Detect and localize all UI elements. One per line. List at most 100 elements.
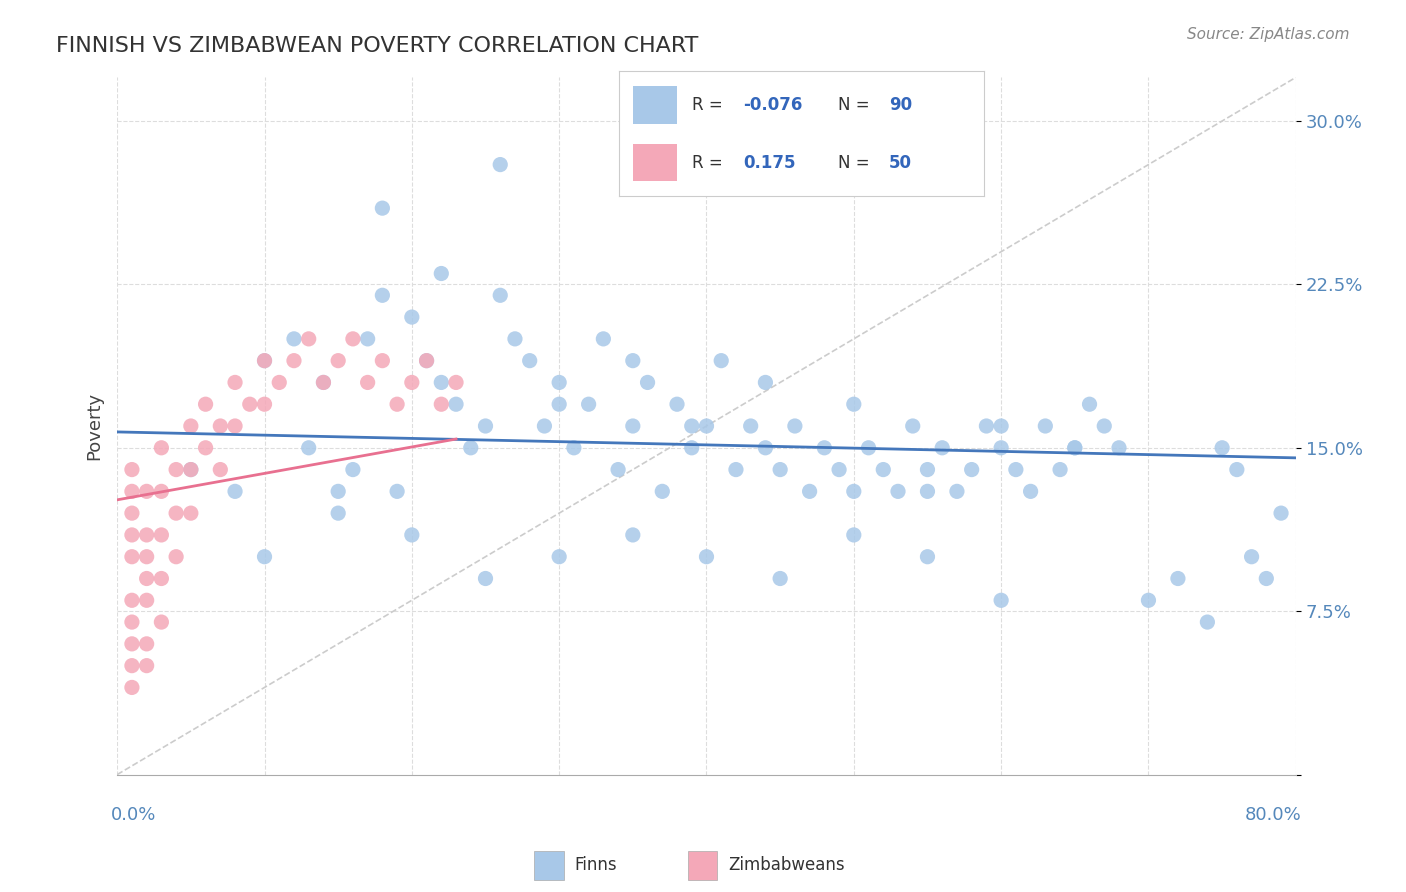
Point — [887, 484, 910, 499]
Point — [430, 376, 453, 390]
Point — [710, 353, 733, 368]
Point — [283, 353, 305, 368]
Text: 0.0%: 0.0% — [111, 806, 156, 824]
Point — [872, 462, 894, 476]
Point — [150, 484, 173, 499]
Point — [328, 484, 350, 499]
Point — [135, 593, 157, 607]
Point — [931, 441, 953, 455]
FancyBboxPatch shape — [633, 87, 678, 124]
Text: N =: N = — [838, 153, 875, 171]
Point — [1167, 572, 1189, 586]
FancyBboxPatch shape — [633, 144, 678, 181]
Point — [474, 419, 496, 434]
Point — [990, 593, 1012, 607]
Point — [917, 549, 939, 564]
Point — [121, 615, 143, 629]
Point — [121, 658, 143, 673]
Point — [342, 332, 364, 346]
Point — [1197, 615, 1219, 629]
Point — [1137, 593, 1160, 607]
Point — [562, 441, 585, 455]
Point — [371, 201, 394, 215]
Text: R =: R = — [692, 153, 728, 171]
Point — [239, 397, 262, 411]
Point — [356, 376, 378, 390]
Point — [1092, 419, 1115, 434]
Point — [121, 528, 143, 542]
Point — [1240, 549, 1263, 564]
Point — [533, 419, 555, 434]
Point — [180, 419, 202, 434]
Point — [180, 462, 202, 476]
Point — [1226, 462, 1249, 476]
Point — [489, 288, 512, 302]
Point — [1033, 419, 1056, 434]
Point — [990, 419, 1012, 434]
Point — [121, 462, 143, 476]
Text: 90: 90 — [889, 96, 912, 114]
Point — [1078, 397, 1101, 411]
Text: Finns: Finns — [575, 856, 617, 874]
Text: -0.076: -0.076 — [742, 96, 803, 114]
Point — [135, 658, 157, 673]
Point — [312, 376, 335, 390]
Point — [253, 353, 276, 368]
Point — [415, 353, 437, 368]
Point — [917, 462, 939, 476]
Point — [1049, 462, 1071, 476]
Point — [769, 462, 792, 476]
Point — [783, 419, 806, 434]
Point — [592, 332, 614, 346]
Point — [813, 441, 835, 455]
Point — [150, 615, 173, 629]
Point — [298, 332, 321, 346]
Point — [209, 419, 232, 434]
Point — [415, 353, 437, 368]
Point — [224, 419, 246, 434]
Text: N =: N = — [838, 96, 875, 114]
Point — [1270, 506, 1292, 520]
Point — [121, 593, 143, 607]
Point — [342, 462, 364, 476]
Point — [637, 376, 659, 390]
Point — [1108, 441, 1130, 455]
Point — [194, 441, 217, 455]
Point — [740, 419, 762, 434]
Point — [754, 376, 776, 390]
Point — [503, 332, 526, 346]
Point — [651, 484, 673, 499]
Point — [917, 484, 939, 499]
Point — [724, 462, 747, 476]
Point — [150, 528, 173, 542]
Text: 50: 50 — [889, 153, 912, 171]
Point — [165, 462, 187, 476]
Point — [385, 397, 408, 411]
Point — [444, 376, 467, 390]
Point — [121, 549, 143, 564]
Point — [180, 462, 202, 476]
Text: R =: R = — [692, 96, 728, 114]
Point — [695, 419, 717, 434]
Text: 0.175: 0.175 — [742, 153, 796, 171]
Point — [253, 397, 276, 411]
Point — [180, 506, 202, 520]
Point — [519, 353, 541, 368]
Point — [548, 549, 571, 564]
Point — [224, 484, 246, 499]
Point — [328, 353, 350, 368]
Point — [842, 528, 865, 542]
Point — [356, 332, 378, 346]
Point — [681, 419, 703, 434]
Point — [401, 376, 423, 390]
Point — [401, 310, 423, 324]
Point — [150, 572, 173, 586]
Y-axis label: Poverty: Poverty — [86, 392, 103, 460]
Point — [769, 572, 792, 586]
Point — [695, 549, 717, 564]
Point — [621, 528, 644, 542]
FancyBboxPatch shape — [534, 851, 564, 880]
Point — [312, 376, 335, 390]
Point — [371, 353, 394, 368]
Text: 80.0%: 80.0% — [1244, 806, 1302, 824]
